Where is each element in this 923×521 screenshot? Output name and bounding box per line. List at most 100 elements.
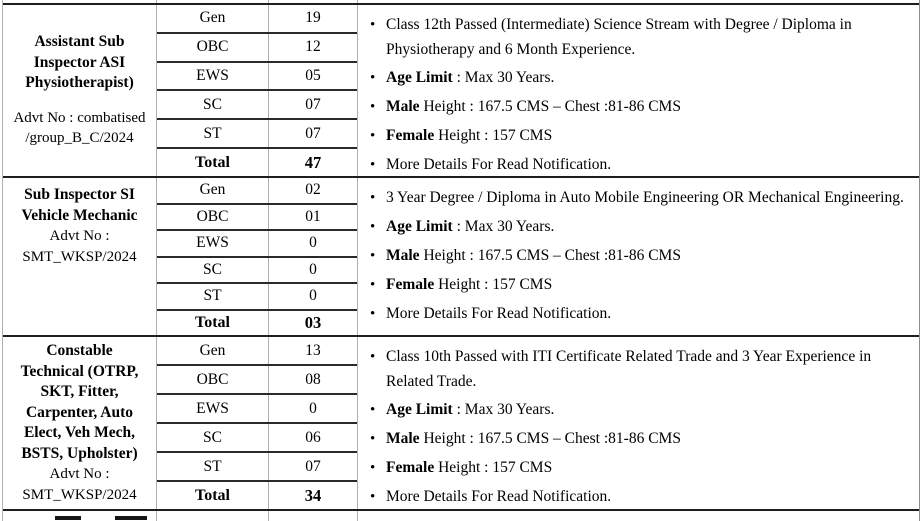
advt-no-line: Advt No : combatised [13,109,146,126]
category-value: 07 [305,95,321,113]
bullet-bold: Female [386,276,435,293]
category-value: 02 [305,181,321,199]
remnant-category-cells [157,511,358,521]
advt-no: Advt No : combatised /group_B_C/2024 [13,108,145,149]
post-title-line: Vehicle Mechanic [21,206,138,224]
post-cell: Sub Inspector SI Vehicle Mechanic Advt N… [3,178,157,335]
category-label: Total [157,482,269,509]
bullet-item: Age Limit : Max 30 Years. [370,397,915,423]
bullet-item: Male Height : 167.5 CMS – Chest :81-86 C… [370,426,915,452]
post-title-line: Constable [46,342,113,359]
bullet-icon [370,301,386,327]
bullet-icon [370,214,386,240]
post-title: Constable Technical (OTRP, SKT, Fitter, … [21,341,139,464]
bullet-text: More Details For Read Notification. [386,488,612,505]
bullet-item: Female Height : 157 CMS [370,272,915,298]
category-row: EWS 0 [157,231,357,258]
bullet-text: 3 Year Degree / Diploma in Auto Mobile E… [386,189,904,206]
category-breakdown: Gen 13 OBC 08 EWS 0 SC 06 ST 07 Total 34 [157,337,358,509]
category-breakdown: Gen 02 OBC 01 EWS 0 SC 0 ST 0 Total 03 [157,178,358,335]
category-value: 05 [305,67,321,85]
category-label: ST [157,284,269,309]
bullet-text: Class 10th Passed with ITI Certificate R… [386,348,872,390]
bullet-text: : Max 30 Years. [452,401,555,418]
category-row: Gen 19 [157,5,357,34]
category-row: ST 07 [157,453,357,482]
post-title: Sub Inspector SI Vehicle Mechanic [21,185,137,226]
bullet-icon [370,272,386,298]
bullet-bold: Male [386,247,420,264]
post-cell: Assistant Sub Inspector ASI Physiotherap… [3,5,157,176]
category-value: 03 [304,312,322,332]
post-title-line: Inspector ASI [33,53,126,71]
table-row: Sub Inspector SI Vehicle Mechanic Advt N… [3,178,919,337]
bullet-icon [370,243,386,269]
category-total-row: Total 03 [157,310,357,335]
advt-no-line: Advt No : [49,466,110,482]
bullet-text: Height : 167.5 CMS – Chest :81-86 CMS [419,247,681,264]
category-row: ST 07 [157,120,357,150]
advt-no-line: Advt No : [49,228,110,244]
category-label: OBC [157,33,269,61]
bullet-item: 3 Year Degree / Diploma in Auto Mobile E… [370,185,915,211]
bullet-text: : Max 30 Years. [452,69,555,86]
remnant-category-cells [157,0,358,3]
bullet-icon [370,185,386,211]
category-value: 07 [305,124,321,142]
category-row: Gen 02 [157,178,357,205]
bullet-text: More Details For Read Notification. [386,156,612,173]
bullet-bold: Age Limit [386,401,453,418]
category-label: SC [157,424,269,451]
clipped-text-fragment [115,516,147,520]
category-label: EWS [157,62,269,90]
bullet-text: : Max 30 Years. [452,218,555,235]
category-value: 0 [309,234,317,252]
bullet-icon [370,65,386,91]
category-label: Gen [157,5,269,32]
post-title-line: BSTS, Upholster) [21,444,138,462]
bullet-bold: Male [386,430,420,447]
category-value: 13 [305,341,321,359]
bullet-text: Height : 167.5 CMS – Chest :81-86 CMS [419,430,681,447]
category-label: Gen [157,337,269,364]
remnant-details-cell [358,0,919,3]
bullet-item: Female Height : 157 CMS [370,455,915,481]
bullet-bold: Female [386,127,435,144]
bullet-icon [370,152,386,176]
bullet-text: More Details For Read Notification. [386,305,612,322]
bullet-icon [370,484,386,509]
category-value: 0 [309,287,317,305]
category-label: EWS [157,231,269,256]
bullet-icon [370,123,386,149]
next-row-remnant [3,511,919,521]
advt-no-line: SMT_WKSP/2024 [22,486,137,503]
post-cell: Constable Technical (OTRP, SKT, Fitter, … [3,337,157,509]
category-row: SC 0 [157,257,357,284]
remnant-post-cell [3,0,157,3]
category-label: SC [157,91,269,119]
bullet-text: Height : 157 CMS [434,459,553,476]
category-label: OBC [157,204,269,229]
category-value: 06 [305,428,321,446]
bullet-text: Height : 157 CMS [434,276,553,293]
advt-no-line: SMT_WKSP/2024 [22,248,137,265]
category-row: EWS 05 [157,62,357,92]
category-total-row: Total 47 [157,149,357,176]
bullet-item: Class 10th Passed with ITI Certificate R… [370,344,915,394]
bullet-text: Class 12th Passed (Intermediate) Science… [386,16,852,58]
category-row: Gen 13 [157,337,357,366]
category-value: 0 [309,260,317,278]
bullet-icon [370,426,386,452]
post-title-line: SKT, Fitter, [40,383,119,400]
category-label: Gen [157,178,269,203]
category-value: 47 [304,152,322,172]
category-value: 08 [305,370,321,388]
category-row: SC 06 [157,424,357,453]
category-row: SC 07 [157,91,357,121]
details-cell: 3 Year Degree / Diploma in Auto Mobile E… [358,178,919,335]
category-breakdown: Gen 19 OBC 12 EWS 05 SC 07 ST 07 Total 4… [157,5,358,176]
category-label: EWS [157,395,269,422]
bullet-bold: Male [386,98,420,115]
category-row: ST 0 [157,284,357,311]
